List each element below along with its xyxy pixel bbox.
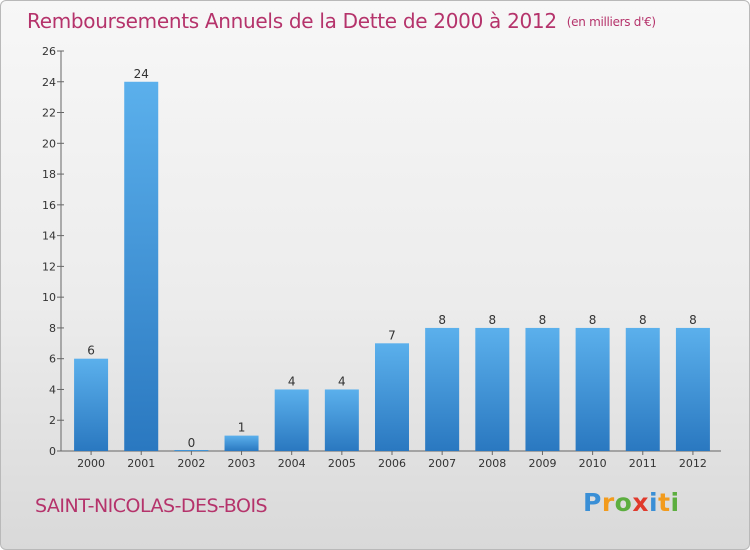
bar-value-label: 8 [639,313,647,327]
proxiti-logo: Proxiti [583,488,680,517]
bar-2012 [675,327,710,451]
y-tick-label: 10 [42,291,56,304]
y-tick-label: 20 [42,137,56,150]
bar-value-label: 4 [338,374,346,388]
bar-value-label: 6 [87,344,95,358]
bar-2000 [74,358,109,451]
bar-2008 [475,327,510,451]
bar-value-label: 8 [539,313,547,327]
y-tick-label: 16 [42,199,56,212]
x-tick-label: 2007 [428,457,456,470]
y-tick-label: 0 [49,445,56,458]
y-tick-label: 26 [42,45,56,58]
x-tick-label: 2011 [629,457,657,470]
y-tick-label: 2 [49,414,56,427]
x-tick-label: 2000 [77,457,105,470]
x-tick-label: 2005 [328,457,356,470]
bar-value-label: 24 [134,67,149,81]
y-tick-label: 4 [49,383,56,396]
logo-letter: i [670,488,680,517]
y-tick-label: 6 [49,353,56,366]
logo-letter: r [601,488,615,517]
x-tick-label: 2003 [228,457,256,470]
bar-value-label: 1 [238,421,246,435]
bar-2002 [174,450,209,451]
bar-2009 [525,327,560,451]
y-tick-label: 22 [42,107,56,120]
bar-value-label: 8 [488,313,496,327]
logo-letter: i [649,488,659,517]
bar-2011 [625,327,660,451]
x-tick-label: 2010 [579,457,607,470]
x-tick-label: 2008 [478,457,506,470]
x-tick-label: 2002 [177,457,205,470]
commune-name: SAINT-NICOLAS-DES-BOIS [35,495,268,517]
bar-value-label: 8 [438,313,446,327]
chart-unit: (en milliers d'€) [566,15,656,29]
bar-value-label: 0 [188,436,196,450]
logo-letter: x [632,488,649,517]
logo-letter: o [614,488,633,517]
bar-value-label: 7 [388,328,396,342]
bar-value-label: 8 [589,313,597,327]
bar-2006 [375,343,409,451]
bar-2010 [575,327,610,451]
bar-2005 [324,389,359,451]
bar-value-label: 8 [689,313,697,327]
bar-value-label: 4 [288,374,296,388]
chart-title: Remboursements Annuels de la Dette de 20… [27,9,656,33]
y-tick-label: 12 [42,260,56,273]
y-tick-label: 8 [49,322,56,335]
logo-letter: t [658,488,671,517]
bar-2007 [425,327,460,451]
x-tick-label: 2009 [528,457,556,470]
chart-labels: 2000 6 2001 24 2002 0 2003 1 2004 4 2005 4 2006 7 2007… [77,67,707,470]
logo-letter: P [583,488,602,517]
chart-title-text: Remboursements Annuels de la Dette de 20… [27,9,557,33]
bar-2001 [124,81,159,452]
x-tick-label: 2004 [278,457,306,470]
x-tick-label: 2012 [679,457,707,470]
chart-bars [74,81,710,452]
x-tick-label: 2006 [378,457,406,470]
y-tick-label: 14 [42,230,56,243]
x-tick-label: 2001 [127,457,155,470]
y-tick-label: 24 [42,76,56,89]
bar-2003 [224,435,259,451]
y-tick-label: 18 [42,168,56,181]
bar-2004 [274,389,309,451]
